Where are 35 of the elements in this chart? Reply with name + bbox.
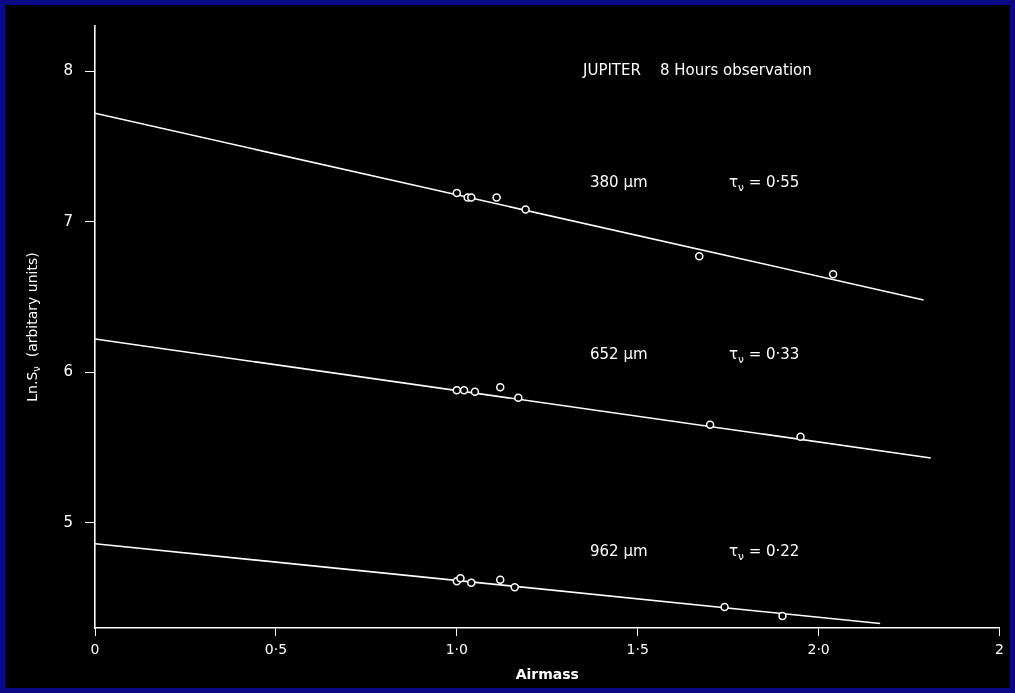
point (796, 432, 805, 442)
annotation: 652 μm (590, 344, 648, 363)
point (514, 393, 523, 402)
point (778, 611, 787, 621)
point (467, 193, 476, 202)
point (459, 385, 469, 395)
annotation: 380 μm (590, 172, 648, 191)
point (720, 602, 729, 612)
point (452, 385, 462, 395)
x-tick-label: 2 (995, 641, 1005, 658)
point (705, 420, 715, 430)
x-tick-label: 0 (90, 641, 100, 658)
point (694, 252, 704, 261)
x-tick-label: 2·0 (807, 641, 830, 658)
point (492, 193, 501, 202)
y-tick-label: 5 (63, 512, 73, 531)
y-tick-label: 7 (63, 211, 73, 230)
annotation: 962 μm (590, 541, 648, 560)
point (495, 382, 505, 392)
x-tick-label: 1·5 (626, 641, 649, 658)
y-tick-label: 6 (63, 362, 73, 381)
point (495, 575, 505, 585)
point (470, 387, 480, 396)
point (456, 574, 465, 583)
x-tick-label: 0·5 (264, 641, 288, 658)
y-axis-title: Ln.Sν (arbitary units) (23, 252, 43, 402)
point (467, 578, 476, 588)
point (452, 188, 462, 198)
x-tick-label: 1·0 (445, 641, 468, 658)
point (828, 270, 838, 279)
point (510, 583, 519, 592)
x-axis-title: Airmass (515, 666, 579, 683)
y-tick-label: 8 (63, 61, 73, 80)
point (521, 205, 530, 214)
text: JUPITER 8 Hours observation (582, 60, 812, 79)
